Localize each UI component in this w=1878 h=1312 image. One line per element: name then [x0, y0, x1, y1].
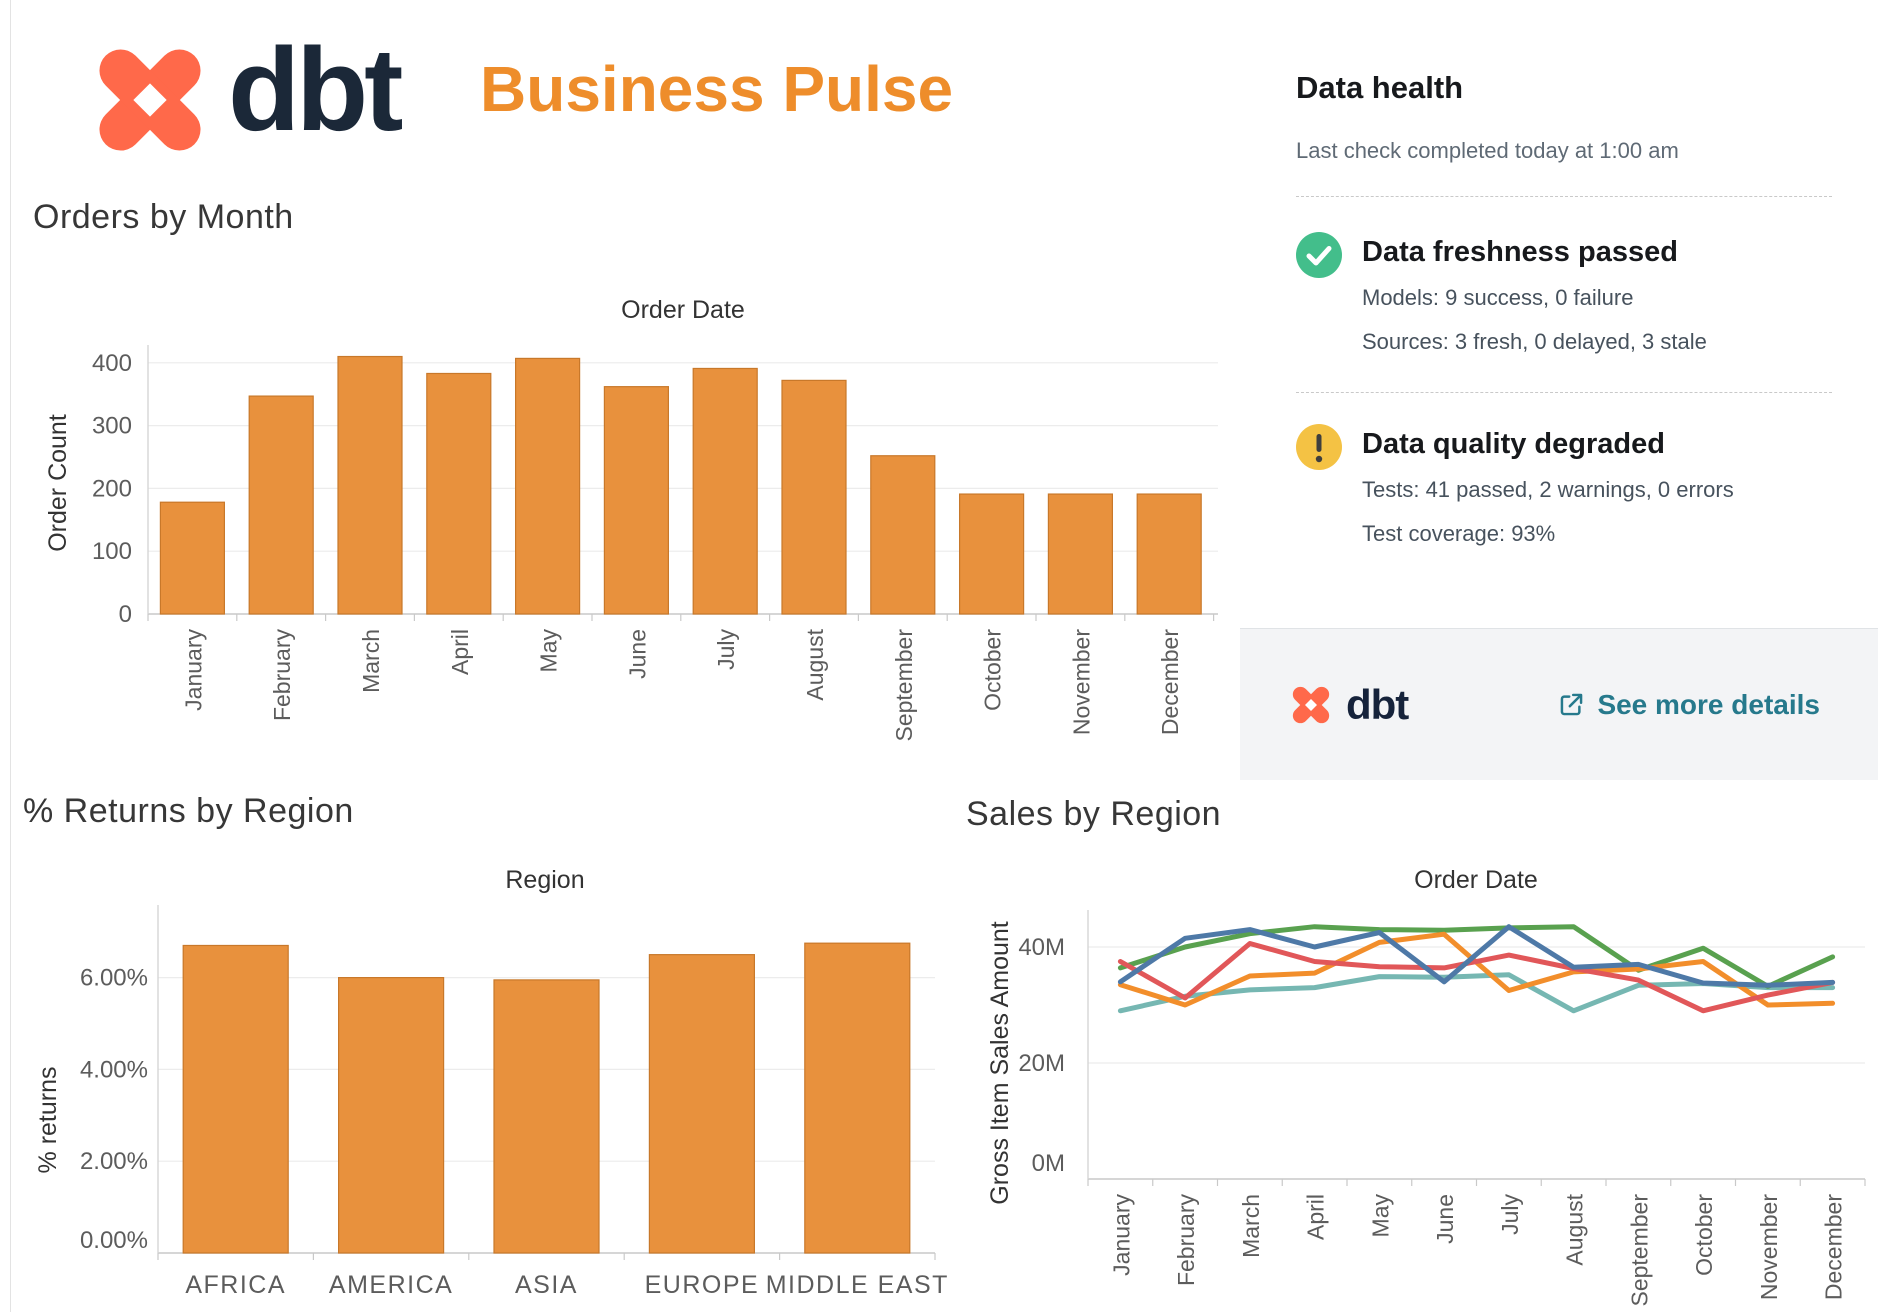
- x-category-label: AFRICA: [185, 1271, 286, 1299]
- x-category-label: March: [1238, 1194, 1264, 1258]
- series-line-asia[interactable]: [1117, 941, 1836, 1014]
- y-axis-title: Order Count: [44, 414, 72, 552]
- external-link-icon: [1561, 693, 1583, 716]
- x-category-label: EUROPE: [645, 1271, 760, 1299]
- x-category-label: MIDDLE EAST: [766, 1271, 949, 1299]
- x-category-label: ASIA: [515, 1271, 578, 1299]
- x-category-label: February: [269, 629, 295, 722]
- y-axis-title: % returns: [34, 1067, 62, 1174]
- bar-December[interactable]: [1136, 493, 1202, 615]
- bar-January[interactable]: [159, 501, 225, 615]
- dbt-logo-icon: [86, 36, 214, 164]
- x-category-label: November: [1756, 1194, 1782, 1300]
- bar-MIDDLE EAST[interactable]: [804, 942, 911, 1254]
- returns-by-region-title: % Returns by Region: [23, 792, 354, 830]
- x-category-label: June: [1432, 1194, 1458, 1244]
- dbt-footer-logo: dbt: [1288, 680, 1409, 729]
- freshness-sources-text: Sources: 3 fresh, 0 delayed, 3 stale: [1362, 329, 1707, 354]
- x-category-label: August: [802, 628, 828, 700]
- check-icon: [1296, 232, 1342, 278]
- quality-coverage-text: Test coverage: 93%: [1362, 521, 1556, 546]
- orders-by-month-bar-chart[interactable]: 0 100 200 300 400 Order Date Order Count Januar…: [20, 245, 1260, 765]
- y-tick-label: 20M: [1018, 1050, 1065, 1077]
- sales-by-region-title: Sales by Region: [966, 795, 1222, 833]
- quality-tests-text: Tests: 41 passed, 2 warnings, 0 errors: [1362, 477, 1734, 502]
- x-category-label: April: [1303, 1194, 1329, 1240]
- dbt-wordmark: dbt: [228, 24, 403, 156]
- dbt-footer-wordmark: dbt: [1346, 680, 1409, 728]
- y-tick-label: 4.00%: [80, 1056, 148, 1083]
- y-tick-label: 40M: [1018, 934, 1065, 961]
- x-category-label: January: [180, 629, 206, 711]
- data-health-footer: dbt See more details: [1240, 628, 1878, 780]
- y-tick-label: 300: [92, 413, 132, 440]
- x-category-label: March: [358, 629, 384, 693]
- see-more-details-label: See more details: [1597, 688, 1820, 720]
- x-axis-title: Order Date: [621, 296, 745, 324]
- y-tick-label: 6.00%: [80, 965, 148, 992]
- x-category-label: May: [536, 629, 562, 673]
- quality-status-row: Data quality degraded Tests: 41 passed, …: [1296, 424, 1734, 565]
- bar-March[interactable]: [337, 355, 403, 615]
- quality-status-title: Data quality degraded: [1362, 428, 1665, 460]
- bar-October[interactable]: [958, 493, 1025, 615]
- bar-May[interactable]: [515, 357, 581, 615]
- x-category-label: February: [1173, 1194, 1199, 1287]
- x-category-label: October: [980, 629, 1006, 711]
- y-tick-label: 0: [119, 601, 132, 628]
- y-axis-title: Gross Item Sales Amount: [986, 921, 1014, 1205]
- bar-ASIA[interactable]: [493, 979, 600, 1254]
- y-tick-label: 200: [92, 475, 132, 502]
- y-tick-label: 0.00%: [80, 1227, 148, 1254]
- x-category-label: May: [1367, 1194, 1393, 1238]
- y-tick-label: 0M: [1032, 1150, 1065, 1177]
- series-line-africa[interactable]: [1117, 924, 1836, 988]
- x-category-label: September: [1626, 1194, 1652, 1307]
- x-category-label: October: [1691, 1194, 1717, 1276]
- x-category-label: September: [891, 629, 917, 742]
- y-tick-label: 2.00%: [80, 1148, 148, 1175]
- divider: [1296, 392, 1832, 393]
- bar-August[interactable]: [781, 379, 847, 615]
- x-category-label: December: [1157, 629, 1183, 735]
- bar-September[interactable]: [870, 455, 936, 615]
- x-category-label: AMERICA: [329, 1271, 453, 1299]
- divider: [1296, 196, 1832, 197]
- bar-November[interactable]: [1047, 493, 1114, 615]
- freshness-status-title: Data freshness passed: [1362, 236, 1678, 268]
- returns-by-region-bar-chart[interactable]: 0.00% 2.00% 4.00% 6.00% Region % returns AFRIC…: [0, 790, 960, 1312]
- see-more-details-link[interactable]: See more details: [1558, 689, 1820, 721]
- bar-June[interactable]: [603, 386, 670, 615]
- dbt-footer-logo-icon: [1292, 686, 1330, 723]
- x-category-label: June: [624, 629, 650, 679]
- window-left-border: [10, 0, 11, 1312]
- x-axis-title: Order Date: [1414, 866, 1538, 894]
- x-category-label: January: [1108, 1194, 1134, 1276]
- bar-February[interactable]: [248, 395, 314, 615]
- x-category-label: July: [713, 629, 739, 670]
- orders-by-month-title: Orders by Month: [33, 198, 294, 236]
- x-category-label: December: [1821, 1194, 1847, 1300]
- freshness-status-row: Data freshness passed Models: 9 success,…: [1296, 232, 1707, 373]
- bar-AMERICA[interactable]: [338, 977, 445, 1254]
- sales-by-region-line-chart[interactable]: 0M 20M 40M Order Date Gross Item Sales Amoun…: [960, 790, 1878, 1312]
- x-category-label: April: [447, 629, 473, 675]
- x-category-label: July: [1497, 1194, 1523, 1235]
- freshness-models-text: Models: 9 success, 0 failure: [1362, 285, 1634, 310]
- series-line-middle-east[interactable]: [1117, 924, 1836, 989]
- bar-July[interactable]: [692, 367, 758, 615]
- x-category-label: November: [1068, 629, 1094, 735]
- data-health-title: Data health: [1296, 70, 1464, 105]
- data-health-last-check: Last check completed today at 1:00 am: [1296, 138, 1679, 163]
- x-category-label: August: [1562, 1193, 1588, 1265]
- bar-April[interactable]: [426, 372, 492, 615]
- warning-icon: [1296, 424, 1342, 470]
- y-tick-label: 400: [92, 350, 132, 377]
- y-tick-label: 100: [92, 538, 132, 565]
- page-title: Business Pulse: [480, 53, 954, 125]
- x-axis-title: Region: [505, 866, 584, 894]
- bar-AFRICA[interactable]: [182, 944, 289, 1254]
- bar-EUROPE[interactable]: [648, 954, 756, 1254]
